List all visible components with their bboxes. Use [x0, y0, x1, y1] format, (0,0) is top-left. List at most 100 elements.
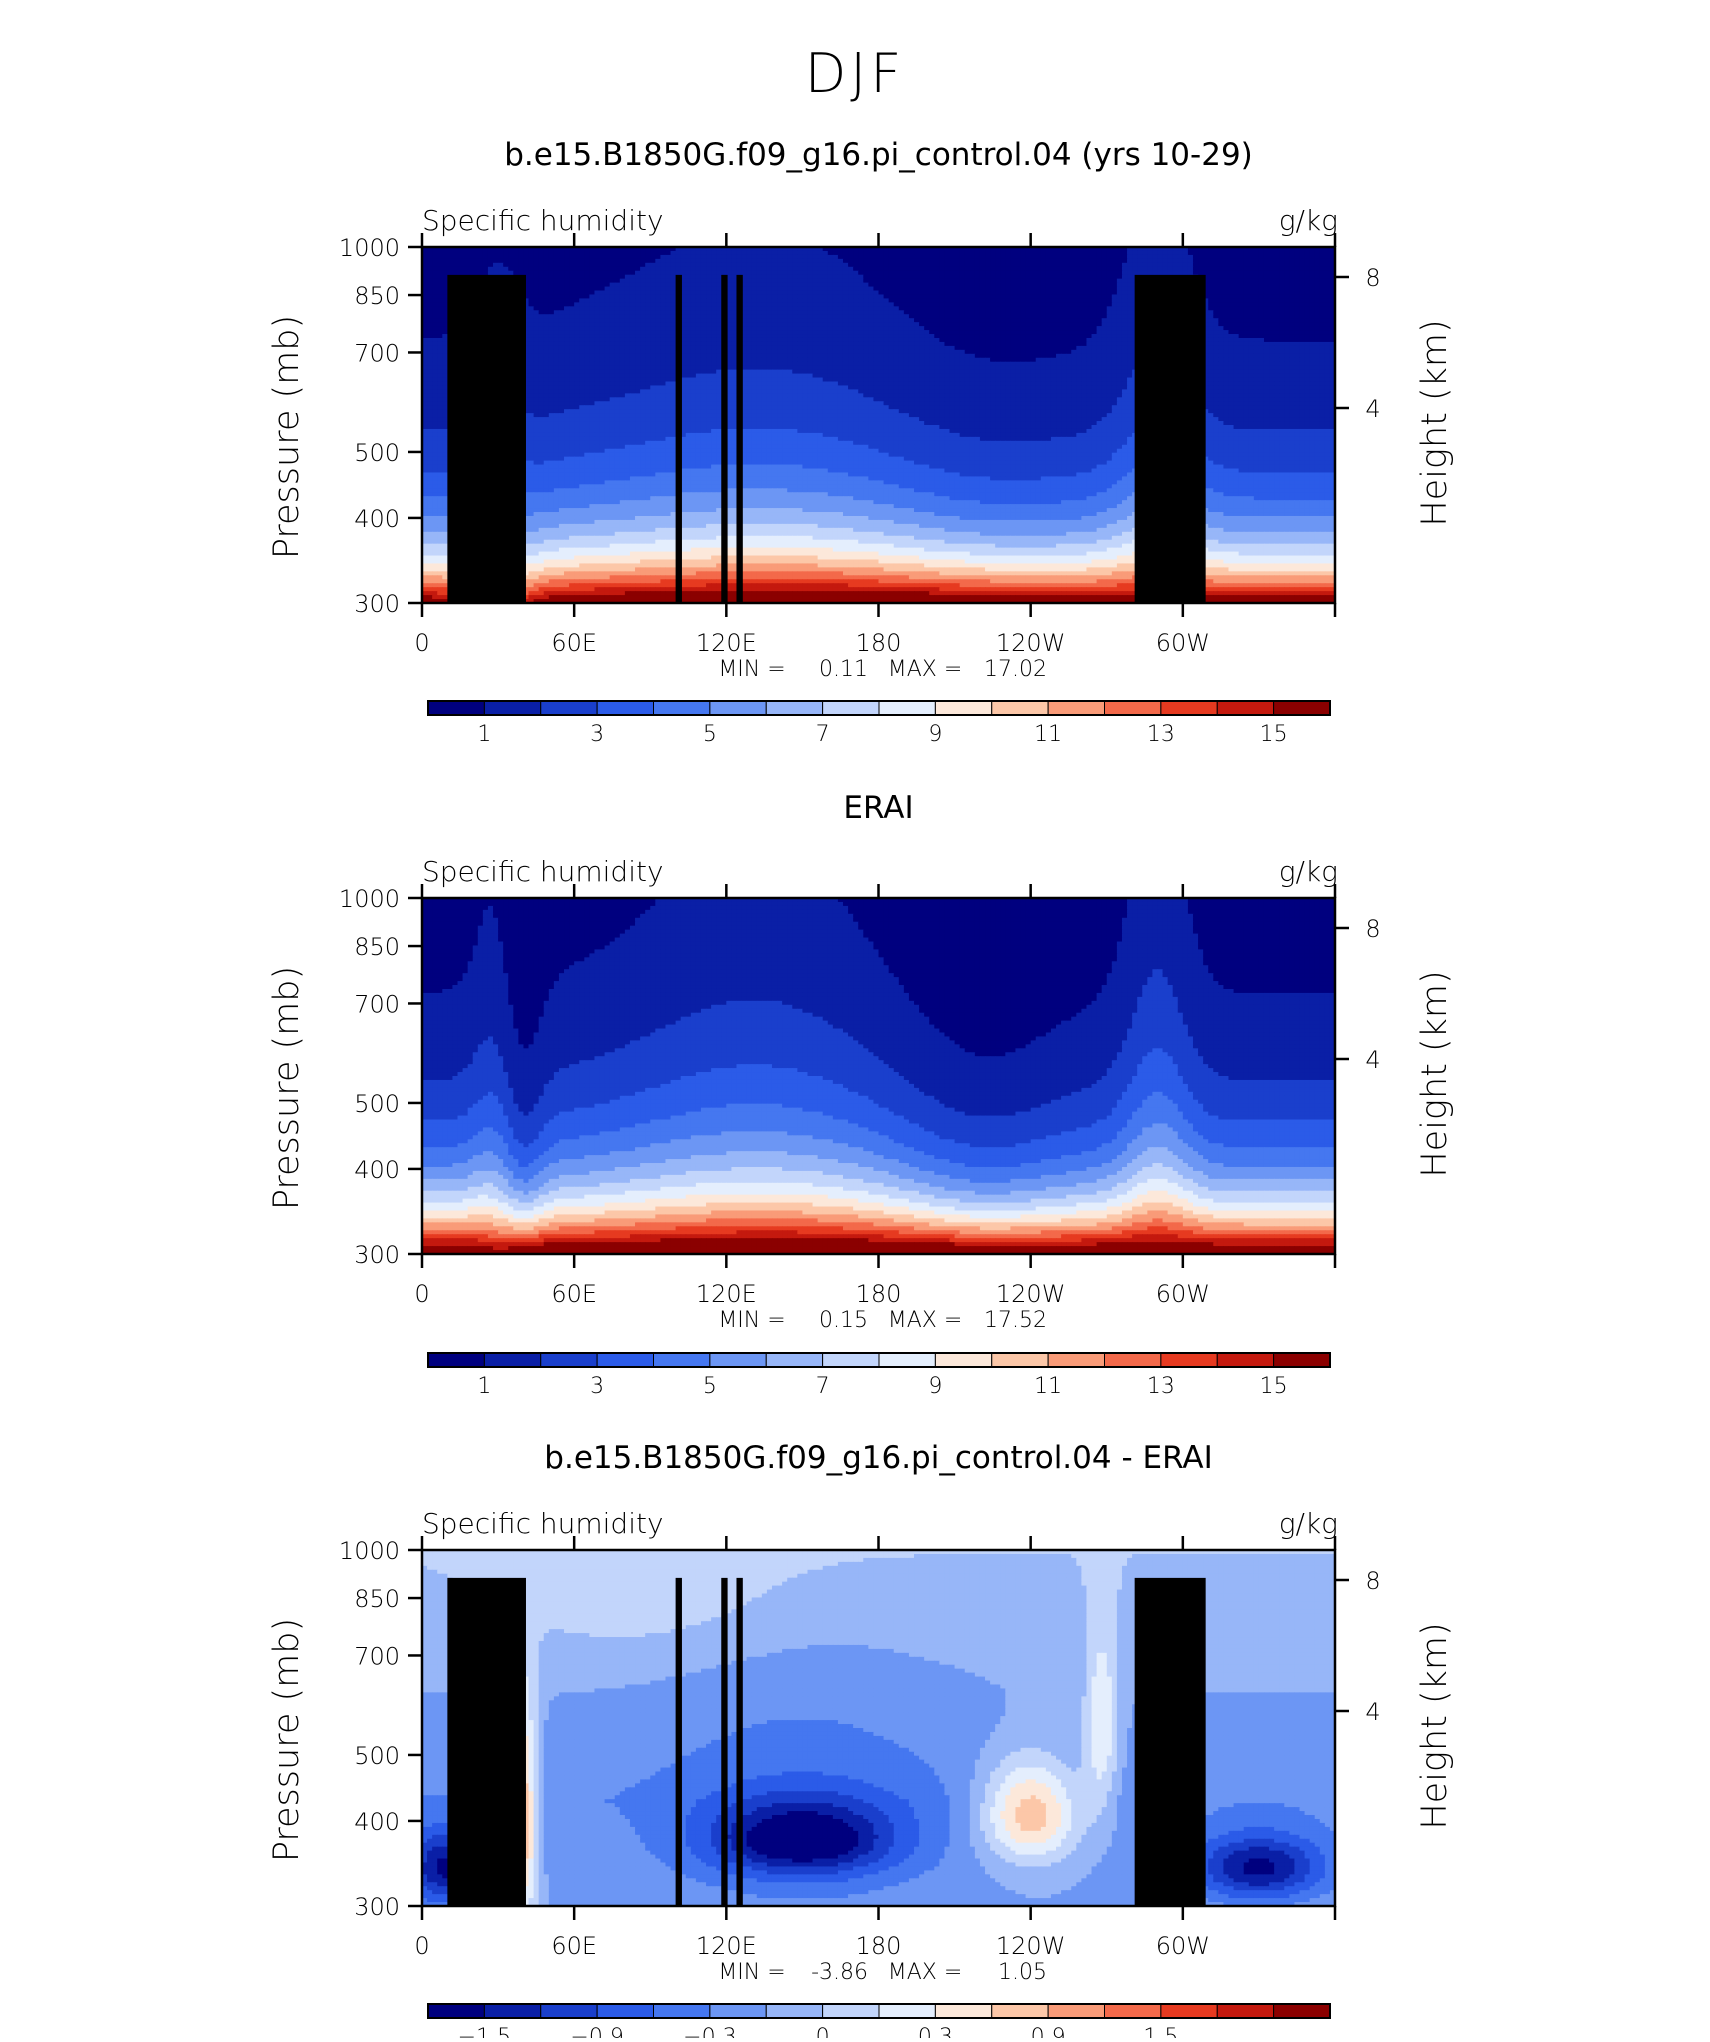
contour-cell — [1249, 271, 1255, 276]
contour-cell — [1026, 259, 1032, 264]
contour-cell — [818, 287, 824, 292]
contour-cell — [914, 287, 920, 292]
contour-cell — [1239, 275, 1245, 280]
contour-cell — [650, 251, 656, 256]
contour-cell — [990, 287, 996, 292]
contour-cell — [711, 271, 717, 276]
contour-cell — [777, 255, 783, 260]
contour-cell — [889, 287, 895, 292]
contour-cell — [1228, 263, 1234, 268]
contour-cell — [711, 255, 717, 260]
contour-cell — [523, 267, 529, 272]
contour-cell — [640, 255, 646, 260]
contour-cell — [1021, 267, 1027, 272]
contour-cell — [1203, 271, 1209, 276]
contour-cell — [833, 287, 839, 292]
contour-cell — [1168, 263, 1174, 268]
contour-cell — [782, 294, 788, 299]
contour-cell — [1173, 251, 1179, 256]
contour-cell — [813, 263, 819, 268]
contour-cell — [1036, 259, 1042, 264]
contour-cell — [1005, 255, 1011, 260]
contour-cell — [823, 294, 829, 299]
contour-cell — [630, 298, 636, 303]
contour-cell — [950, 259, 956, 264]
contour-cell — [655, 298, 661, 303]
contour-cell — [1010, 267, 1016, 272]
contour-cell — [701, 271, 707, 276]
contour-cell — [995, 279, 1001, 284]
contour-cell — [498, 251, 504, 256]
contour-cell — [995, 259, 1001, 264]
contour-cell — [879, 251, 885, 256]
contour-cell — [990, 291, 996, 296]
contour-cell — [1071, 267, 1077, 272]
contour-cell — [1279, 251, 1285, 256]
contour-cell — [1284, 255, 1290, 260]
contour-cell — [442, 267, 448, 272]
contour-cell — [1046, 287, 1052, 292]
contour-cell — [787, 275, 793, 280]
contour-cell — [630, 271, 636, 276]
contour-cell — [1305, 283, 1311, 288]
contour-cell — [1021, 287, 1027, 292]
contour-cell — [757, 255, 763, 260]
contour-cell — [468, 255, 474, 260]
contour-cell — [1036, 275, 1042, 280]
contour-cell — [569, 294, 575, 299]
contour-cell — [950, 255, 956, 260]
contour-cell — [843, 283, 849, 288]
contour-cell — [483, 251, 489, 256]
contour-cell — [939, 298, 945, 303]
contour-cell — [701, 291, 707, 296]
contour-cell — [691, 271, 697, 276]
contour-cell — [1071, 291, 1077, 296]
contour-cell — [1299, 259, 1305, 264]
contour-cell — [615, 298, 621, 303]
contour-cell — [1117, 259, 1123, 264]
contour-cell — [437, 294, 443, 299]
contour-cell — [1228, 275, 1234, 280]
contour-cell — [868, 263, 874, 268]
contour-cell — [1010, 263, 1016, 268]
contour-cell — [802, 283, 808, 288]
contour-cell — [1071, 279, 1077, 284]
contour-cell — [1112, 294, 1118, 299]
contour-cell — [1041, 287, 1047, 292]
contour-cell — [681, 271, 687, 276]
contour-cell — [731, 263, 737, 268]
contour-cell — [873, 275, 879, 280]
contour-cell — [1015, 271, 1021, 276]
contour-cell — [529, 287, 535, 292]
contour-cell — [635, 275, 641, 280]
contour-cell — [498, 255, 504, 260]
contour-cell — [985, 294, 991, 299]
contour-cell — [1315, 263, 1321, 268]
contour-cell — [924, 271, 930, 276]
contour-cell — [1081, 291, 1087, 296]
contour-cell — [442, 283, 448, 288]
contour-cell — [1137, 251, 1143, 256]
contour-cell — [432, 251, 438, 256]
contour-cell — [437, 271, 443, 276]
contour-cell — [1056, 294, 1062, 299]
contour-cell — [1269, 267, 1275, 272]
contour-cell — [579, 271, 585, 276]
contour-cell — [432, 291, 438, 296]
contour-cell — [691, 267, 697, 272]
contour-cell — [782, 267, 788, 272]
contour-cell — [787, 255, 793, 260]
contour-cell — [1178, 271, 1184, 276]
contour-cell — [645, 251, 651, 256]
contour-cell — [904, 251, 910, 256]
contour-cell — [975, 279, 981, 284]
contour-cell — [792, 271, 798, 276]
contour-cell — [736, 271, 742, 276]
contour-cell — [762, 251, 768, 256]
contour-cell — [523, 263, 529, 268]
contour-cell — [1102, 263, 1108, 268]
contour-cell — [1036, 294, 1042, 299]
contour-cell — [1102, 291, 1108, 296]
contour-cell — [1168, 251, 1174, 256]
contour-cell — [939, 255, 945, 260]
